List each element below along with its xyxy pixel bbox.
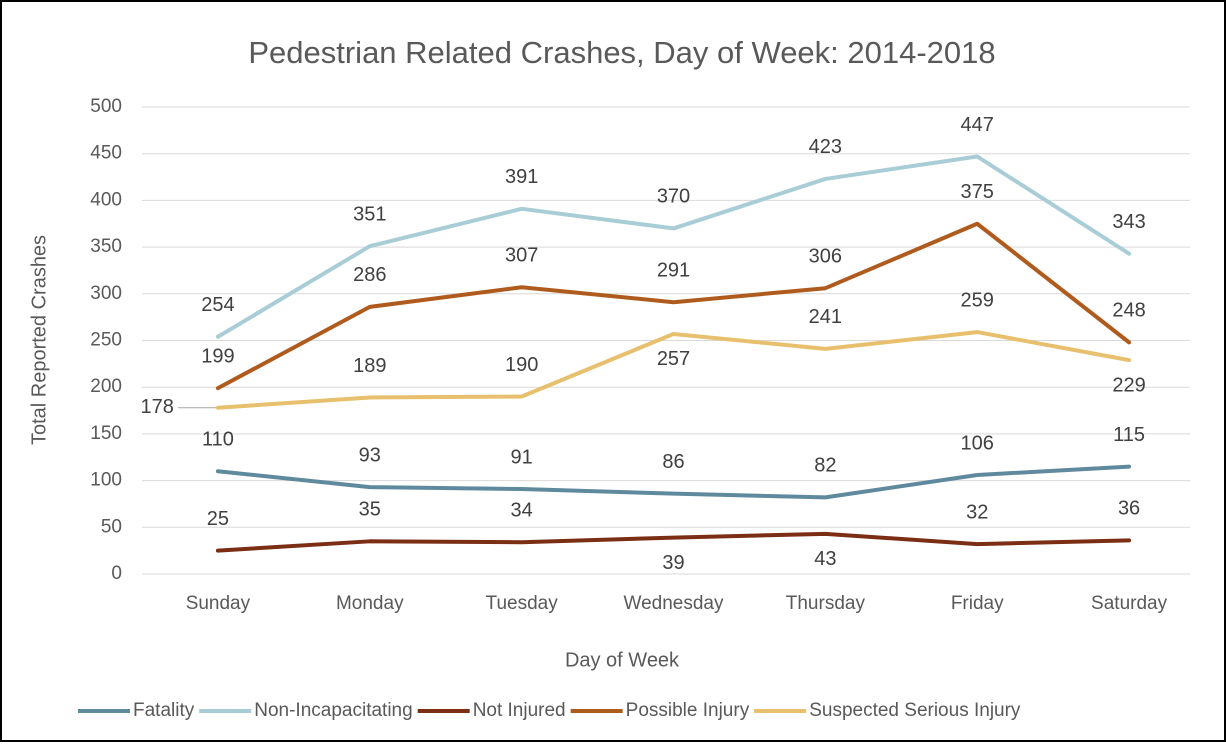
data-label: 423 xyxy=(809,136,842,158)
data-label: 91 xyxy=(511,446,533,468)
legend-label: Fatality xyxy=(133,700,195,721)
data-label: 39 xyxy=(662,552,684,574)
data-label: 447 xyxy=(961,114,994,136)
data-label: 93 xyxy=(359,444,381,466)
data-label: 34 xyxy=(511,500,533,522)
line-series xyxy=(215,221,1132,391)
data-label: 254 xyxy=(201,294,234,316)
data-label: 110 xyxy=(202,429,234,451)
y-tick-label: 450 xyxy=(90,143,122,164)
data-label: 32 xyxy=(966,501,988,523)
y-tick-label: 350 xyxy=(90,236,122,257)
x-tick-label: Friday xyxy=(951,593,1004,614)
line-series xyxy=(215,464,1132,500)
data-label: 375 xyxy=(961,181,994,203)
data-label: 190 xyxy=(505,354,538,376)
y-tick-label: 50 xyxy=(101,516,122,537)
data-label: 106 xyxy=(961,432,994,454)
legend-label: Suspected Serious Injury xyxy=(809,700,1021,721)
x-tick-label: Thursday xyxy=(786,593,866,614)
x-tick-label: Sunday xyxy=(186,593,251,614)
y-axis-title: Total Reported Crashes xyxy=(28,235,50,445)
data-label: 307 xyxy=(505,245,538,267)
data-label: 35 xyxy=(359,499,381,521)
data-label: 25 xyxy=(207,508,229,530)
y-tick-label: 100 xyxy=(90,470,122,491)
data-label: 189 xyxy=(353,355,386,377)
data-label: 86 xyxy=(662,451,684,473)
x-tick-label: Tuesday xyxy=(486,593,559,614)
data-label: 82 xyxy=(814,455,836,477)
y-tick-label: 0 xyxy=(111,563,122,584)
y-tick-label: 150 xyxy=(90,423,122,444)
data-label: 43 xyxy=(814,548,836,570)
data-label: 391 xyxy=(505,166,538,188)
legend-label: Not Injured xyxy=(473,700,566,721)
data-label: 36 xyxy=(1118,498,1140,520)
data-label: 257 xyxy=(657,348,690,370)
legend-label: Non-Incapacitating xyxy=(254,700,412,721)
x-tick-label: Saturday xyxy=(1091,593,1168,614)
y-tick-label: 200 xyxy=(90,376,122,397)
line-series xyxy=(215,154,1132,339)
data-label: 248 xyxy=(1112,300,1145,322)
data-label: 259 xyxy=(961,289,994,311)
y-tick-label: 400 xyxy=(90,189,122,210)
data-label: 115 xyxy=(1113,424,1145,446)
legend-label: Possible Injury xyxy=(626,700,750,721)
line-series xyxy=(215,330,1132,410)
data-label: 343 xyxy=(1112,211,1145,233)
data-label: 199 xyxy=(201,345,234,367)
line-series xyxy=(215,531,1132,553)
y-tick-label: 250 xyxy=(90,330,122,351)
data-label: 241 xyxy=(809,306,842,328)
x-axis-title: Day of Week xyxy=(565,649,680,671)
y-tick-label: 300 xyxy=(90,283,122,304)
data-label: 291 xyxy=(657,259,690,281)
data-label: 286 xyxy=(353,264,386,286)
data-label: 351 xyxy=(353,203,386,225)
data-label: 178 xyxy=(141,396,174,418)
data-label: 370 xyxy=(657,186,690,208)
x-tick-label: Wednesday xyxy=(624,593,724,614)
data-label: 229 xyxy=(1112,374,1145,396)
chart-title: Pedestrian Related Crashes, Day of Week:… xyxy=(248,35,995,70)
data-label: 306 xyxy=(809,245,842,267)
x-tick-label: Monday xyxy=(336,593,404,614)
y-tick-label: 500 xyxy=(90,96,122,117)
